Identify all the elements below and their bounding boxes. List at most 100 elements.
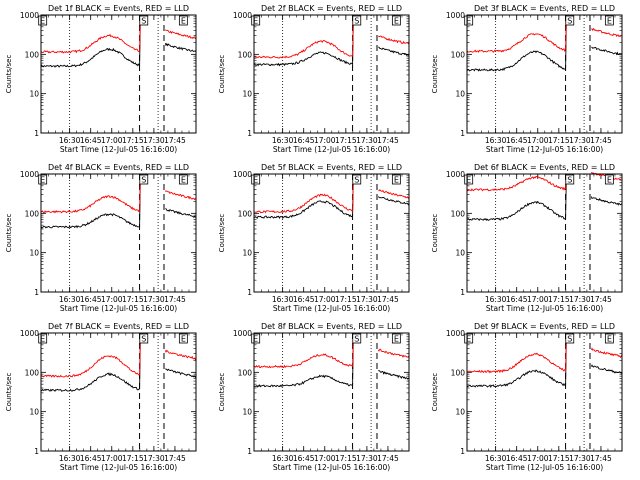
x-tick-label: 17:15 <box>122 136 144 145</box>
x-tick-label: 16:45 <box>293 295 315 304</box>
x-tick-label: 17:45 <box>377 454 399 463</box>
event-marker-label: E <box>607 335 612 344</box>
x-tick-label: 17:45 <box>590 136 612 145</box>
plot-frame <box>253 332 410 452</box>
x-axis-label: Start Time (12-Jul-05 16:16:00) <box>486 463 603 472</box>
event-marker-box <box>565 333 575 344</box>
event-marker-label: S <box>141 176 146 185</box>
event-marker-box <box>391 15 401 26</box>
y-tick-label: 1000 <box>233 170 252 179</box>
y-tick-label: 10 <box>29 408 39 417</box>
series-line-events <box>253 333 354 388</box>
x-tick-label: 17:30 <box>569 295 591 304</box>
event-marker-label: E <box>40 176 45 185</box>
y-tick-label: 10 <box>29 249 39 258</box>
series-line-events-after <box>165 368 197 378</box>
event-marker-box <box>139 174 149 185</box>
event-marker-box <box>178 333 188 344</box>
series-line-events <box>466 174 567 221</box>
event-marker-label: E <box>394 335 399 344</box>
x-axis-label: Start Time (12-Jul-05 16:16:00) <box>273 304 390 313</box>
y-axis-label: Counts/sec <box>431 214 439 253</box>
event-marker-label: E <box>253 176 258 185</box>
y-tick-label: 10 <box>242 90 252 99</box>
x-tick-label: 17:45 <box>377 136 399 145</box>
x-tick-label: 17:30 <box>143 295 165 304</box>
series-line-events-after <box>378 369 410 380</box>
x-tick-label: 17:15 <box>335 454 357 463</box>
series-line-lld <box>466 15 567 53</box>
x-tick-label: 17:45 <box>590 454 612 463</box>
chart-title: Det 1f BLACK = Events, RED = LLD <box>48 4 189 13</box>
event-marker-box <box>251 333 261 344</box>
x-tick-label: 17:00 <box>527 136 549 145</box>
plot-frame <box>40 332 197 452</box>
series-line-lld-after <box>590 347 623 359</box>
y-axis-label: Counts/sec <box>218 214 226 253</box>
x-tick-label: 17:45 <box>377 295 399 304</box>
series-line-lld <box>467 333 567 374</box>
x-tick-label: 17:15 <box>548 295 570 304</box>
x-tick-label: 17:15 <box>548 454 570 463</box>
series-line-events <box>466 15 567 72</box>
series-line-lld-after <box>591 27 623 38</box>
event-marker-box <box>604 174 614 185</box>
chart-title: Det 2f BLACK = Events, RED = LLD <box>261 4 402 13</box>
event-marker-box <box>251 174 261 185</box>
chart-panel-5f: Det 5f BLACK = Events, RED = LLD Counts/s… <box>218 163 410 313</box>
x-tick-label: 17:30 <box>569 454 591 463</box>
event-marker-box <box>391 333 401 344</box>
x-axis-label: Start Time (12-Jul-05 16:16:00) <box>60 304 177 313</box>
event-marker-label: E <box>181 17 186 26</box>
event-marker-label: E <box>466 17 471 26</box>
series-line-events-after <box>590 196 623 206</box>
series-line-events-after <box>590 364 623 374</box>
y-tick-label: 1 <box>460 447 465 456</box>
x-tick-label: 17:45 <box>590 295 612 304</box>
event-marker-label: E <box>253 17 258 26</box>
event-marker-box <box>352 15 362 26</box>
chart-panel-8f: Det 8f BLACK = Events, RED = LLD Counts/s… <box>218 322 410 472</box>
event-marker-label: S <box>354 176 359 185</box>
y-tick-label: 1 <box>460 288 465 297</box>
x-tick-label: 17:30 <box>143 136 165 145</box>
y-tick-label: 100 <box>451 209 466 218</box>
x-tick-label: 16:30 <box>59 136 81 145</box>
plot-frame <box>40 173 197 293</box>
chart-title: Det 3f BLACK = Events, RED = LLD <box>474 4 615 13</box>
event-marker-box <box>38 15 48 26</box>
series-line-events-after <box>591 46 623 56</box>
y-tick-label: 1 <box>34 129 39 138</box>
event-marker-label: E <box>253 335 258 344</box>
x-tick-label: 17:30 <box>356 454 378 463</box>
y-tick-label: 10 <box>29 90 39 99</box>
chart-title: Det 8f BLACK = Events, RED = LLD <box>261 322 402 331</box>
series-line-lld <box>253 174 354 214</box>
y-tick-label: 1000 <box>20 170 39 179</box>
event-marker-box <box>352 174 362 185</box>
plot-frame <box>466 332 623 452</box>
event-marker-label: E <box>466 176 471 185</box>
y-tick-label: 1 <box>34 447 39 456</box>
chart-title: Det 9f BLACK = Events, RED = LLD <box>474 322 615 331</box>
event-marker-label: E <box>607 176 612 185</box>
y-tick-label: 1000 <box>446 11 465 20</box>
event-marker-box <box>38 174 48 185</box>
y-axis-label: Counts/sec <box>5 55 13 94</box>
x-tick-label: 17:45 <box>164 454 186 463</box>
series-line-lld-after <box>378 189 410 199</box>
y-tick-label: 1000 <box>20 329 39 338</box>
x-tick-label: 17:00 <box>101 295 123 304</box>
x-tick-label: 16:45 <box>80 295 102 304</box>
event-marker-label: S <box>354 335 359 344</box>
y-tick-label: 100 <box>25 368 40 377</box>
x-tick-label: 16:30 <box>59 454 81 463</box>
x-tick-label: 17:15 <box>335 295 357 304</box>
chart-title: Det 4f BLACK = Events, RED = LLD <box>48 163 189 172</box>
series-line-lld <box>40 174 141 214</box>
x-tick-label: 17:15 <box>335 136 357 145</box>
chart-title: Det 7f BLACK = Events, RED = LLD <box>48 322 189 331</box>
x-tick-label: 17:45 <box>164 136 186 145</box>
x-tick-label: 16:45 <box>293 454 315 463</box>
x-tick-label: 16:30 <box>485 454 507 463</box>
